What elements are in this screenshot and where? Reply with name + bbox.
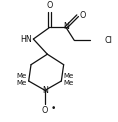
Text: O: O [42, 106, 48, 115]
Text: Me: Me [64, 73, 74, 79]
Text: Me: Me [64, 80, 74, 86]
Text: HN: HN [20, 35, 32, 44]
Text: O: O [46, 1, 53, 10]
Text: •: • [50, 104, 56, 113]
Text: N: N [63, 22, 69, 31]
Text: Me: Me [16, 73, 26, 79]
Text: Me: Me [16, 80, 26, 86]
Text: Cl: Cl [104, 36, 112, 45]
Text: O: O [79, 11, 86, 20]
Text: N: N [42, 86, 48, 95]
